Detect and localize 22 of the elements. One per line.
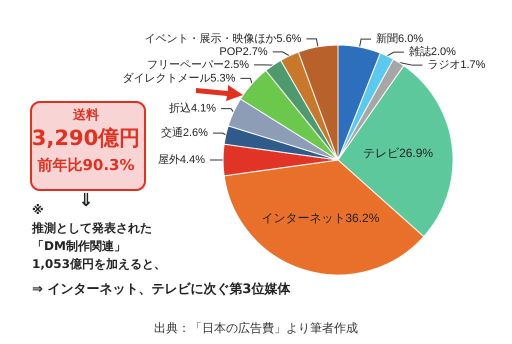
slice-label: 屋外4.4%	[158, 154, 206, 166]
slice-label: 交通2.6%	[160, 126, 208, 140]
text: 送料	[73, 107, 99, 124]
slice-label: 新聞6.0%	[376, 32, 424, 46]
slice-label: フリーペーパー2.5%	[146, 58, 250, 71]
slice-label: テレビ26.9%	[363, 146, 434, 160]
text: ⇒ インターネット、テレビに次ぐ第3位媒体	[32, 281, 290, 298]
slice-label: インターネット36.2%	[261, 210, 380, 225]
text: 3,290億円	[32, 125, 140, 152]
slice-label: ダイレクトメール5.3%	[122, 72, 236, 84]
text: ※	[32, 203, 44, 217]
slice-label: 雑誌2.0%	[408, 45, 456, 58]
source-note: 出典：「日本の広告費」より筆者作成	[154, 320, 358, 337]
text: ⇓	[78, 190, 94, 211]
slice-label: POP2.7%	[219, 46, 268, 58]
text: 推測として発表された	[32, 220, 152, 237]
text: 1,053億円を加えると、	[32, 256, 166, 273]
slice-label: ラジオ1.7%	[427, 59, 486, 72]
text: 前年比90.3%	[37, 156, 135, 175]
slice-label: イベント・展示・映像ほか5.6%	[144, 32, 302, 45]
text: 「DM制作関連」	[32, 238, 126, 255]
slice-label: 折込4.1%	[168, 102, 216, 115]
